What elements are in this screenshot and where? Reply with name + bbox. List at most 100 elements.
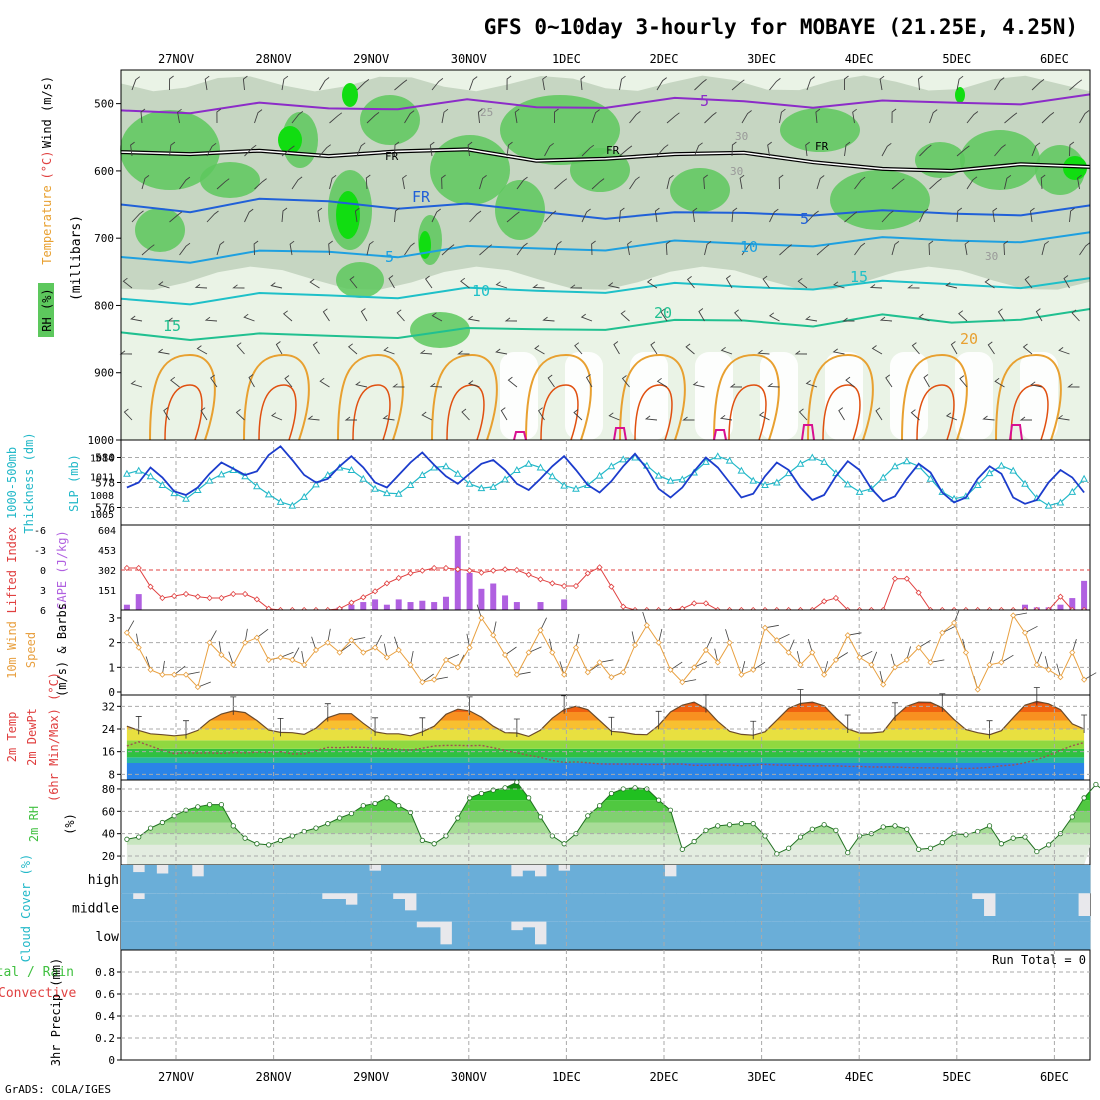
- wind-barb: [130, 380, 143, 388]
- wind-barb: [169, 211, 183, 223]
- cloud-bar-high: [1054, 865, 1067, 894]
- wind-barb: [243, 313, 255, 322]
- cloud-bar-low: [770, 921, 784, 950]
- temp2m-minmax-bar: [513, 718, 520, 737]
- rh-blob: [360, 95, 420, 145]
- wind-barb: [356, 79, 370, 91]
- slp-point: [300, 492, 309, 500]
- isotherm-30: [258, 384, 297, 441]
- rh2m-point: [325, 821, 331, 827]
- freezing-level-line-inner: [120, 148, 1091, 172]
- isotherm-35: [713, 429, 727, 441]
- wind-barb: [805, 380, 818, 388]
- wind-barb: [891, 178, 905, 190]
- wind-barb: [767, 141, 772, 157]
- wind-barb: [179, 176, 191, 190]
- temp2m-minmax-bar: [750, 720, 757, 740]
- wind-barb: [544, 210, 557, 223]
- cloud-bar-middle: [428, 893, 441, 922]
- contour-label-20: 20: [960, 330, 978, 348]
- cloud-bar-low: [321, 921, 335, 950]
- rh2m-point: [1081, 795, 1087, 801]
- cloud-bar-high: [640, 865, 654, 894]
- cape-bar: [135, 594, 142, 610]
- y-tick-label: 900: [94, 367, 114, 380]
- precip-label: 3hr Precip (mm): [49, 958, 63, 1066]
- cape-bar: [372, 599, 379, 610]
- contour-label-10: 10: [472, 282, 490, 300]
- rh-dry-pocket: [1020, 352, 1058, 440]
- cloud-bar-low: [581, 921, 595, 950]
- wind-barb: [254, 178, 267, 190]
- lifted-index-point: [891, 575, 899, 582]
- wind-barb: [354, 207, 360, 223]
- cloud-bar-low: [924, 921, 937, 950]
- temperature-label: Temperature: [40, 185, 54, 264]
- cloud-bar-middle: [971, 899, 985, 922]
- wind-barb: [757, 349, 770, 355]
- cloud-bar-middle: [995, 893, 1008, 922]
- slp-point: [595, 471, 604, 479]
- wind-barb: [580, 313, 593, 322]
- wind-barb: [891, 108, 897, 124]
- wind-barb: [769, 78, 781, 91]
- rh2m-point: [431, 841, 437, 847]
- cloud-bar-low: [570, 921, 583, 950]
- cape-bar: [1057, 604, 1064, 610]
- wind10m-point: [951, 619, 958, 626]
- wind10m-point: [927, 659, 934, 666]
- wind-barb: [204, 75, 210, 91]
- cloud-bar-high: [144, 865, 157, 894]
- slp-point: [217, 470, 226, 478]
- cloud-bar-low: [948, 921, 961, 950]
- cape-tick-label: 302: [98, 566, 116, 577]
- wind-barb: [431, 208, 441, 223]
- cape-tick-label: 604: [98, 526, 116, 537]
- wind-barb: [650, 341, 658, 355]
- slp-point: [666, 476, 675, 484]
- wind-barb: [758, 411, 770, 421]
- wind10m-barb: [871, 651, 878, 665]
- slp-point: [1044, 501, 1053, 509]
- wind-barb: [141, 175, 150, 190]
- rh2m-point: [136, 834, 142, 840]
- wind-barb: [694, 79, 707, 91]
- thickness-line: [126, 445, 1085, 505]
- wind-barb: [806, 210, 819, 223]
- cloud-bar-high: [794, 865, 807, 894]
- wind10m-point: [561, 671, 568, 678]
- wind10m-point: [572, 644, 580, 651]
- wind-barb: [281, 145, 295, 157]
- cloud-bar-low: [759, 921, 772, 950]
- wind-barb: [619, 75, 626, 91]
- cloud-bar-low: [250, 921, 264, 950]
- wind-barb: [875, 407, 883, 421]
- wind10m-point: [478, 614, 485, 622]
- cape-bar: [123, 604, 130, 610]
- lifted-index-point: [242, 590, 249, 598]
- cloud-bar-low: [369, 921, 382, 950]
- rh2m-point: [1034, 848, 1040, 855]
- wind10m-point: [277, 654, 284, 661]
- wind-barb: [919, 208, 929, 223]
- rh-blob: [336, 262, 384, 298]
- wind-barb: [1058, 347, 1070, 355]
- cloud-bar-low: [1054, 921, 1067, 950]
- cloud-bar-low: [983, 921, 996, 950]
- wind-barb: [919, 144, 932, 157]
- rh2m-point: [514, 779, 520, 785]
- cloud-bar-low: [522, 927, 535, 950]
- wind-barb: [216, 241, 225, 256]
- slp-point: [489, 482, 498, 490]
- cloud-bar-low: [451, 921, 465, 950]
- wind-barb: [495, 348, 508, 355]
- wind-barb: [404, 110, 415, 124]
- slp-point: [678, 475, 687, 483]
- wind-barb: [945, 412, 958, 421]
- lifted-index-point: [501, 566, 509, 573]
- slp-point: [631, 453, 639, 461]
- cape-bar: [348, 604, 355, 610]
- wind10m-point: [1033, 661, 1040, 668]
- cloud-bar-high: [369, 870, 382, 894]
- wind10m-point: [372, 644, 379, 651]
